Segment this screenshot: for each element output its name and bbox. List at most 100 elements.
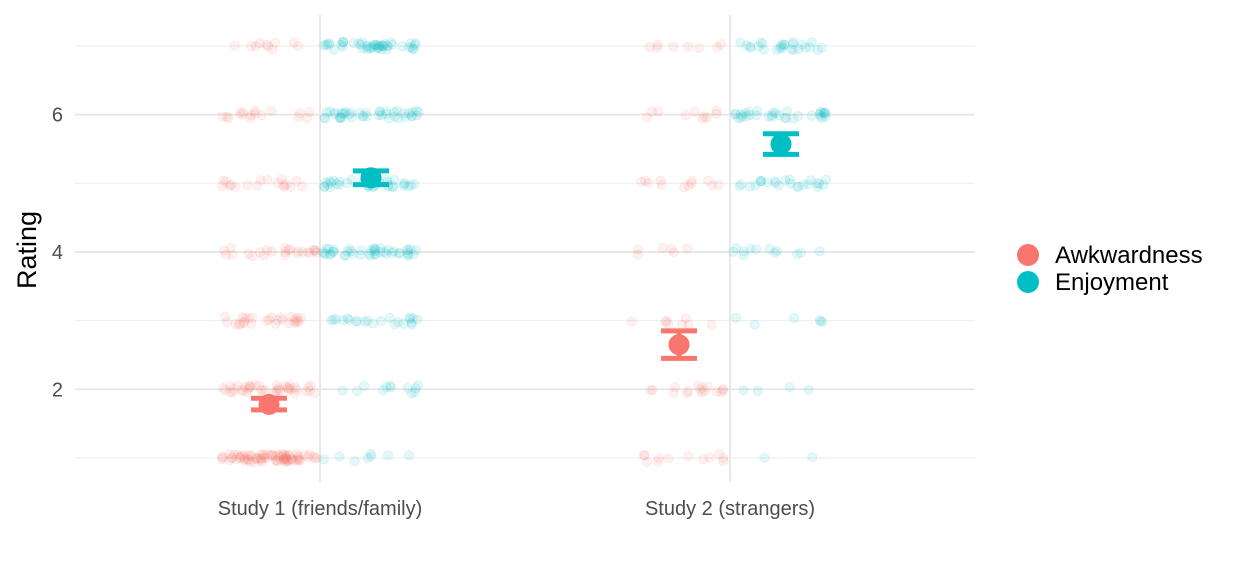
raw-point xyxy=(292,248,303,259)
raw-point xyxy=(250,108,261,119)
raw-point xyxy=(321,243,332,254)
raw-point xyxy=(226,179,237,190)
major-gridlines xyxy=(75,113,975,391)
raw-point xyxy=(362,41,373,52)
raw-point xyxy=(255,175,266,186)
raw-point xyxy=(217,111,228,122)
raw-point xyxy=(335,113,346,124)
raw-point xyxy=(638,450,649,461)
raw-point xyxy=(288,455,299,466)
raw-point xyxy=(730,312,741,323)
raw-point xyxy=(355,39,366,50)
raw-point xyxy=(816,113,827,124)
raw-point xyxy=(221,316,232,327)
raw-point xyxy=(654,453,665,464)
raw-point xyxy=(234,452,245,463)
raw-point xyxy=(706,319,717,330)
raw-point xyxy=(292,313,303,324)
raw-point xyxy=(730,109,741,120)
raw-point xyxy=(261,453,272,464)
raw-point xyxy=(246,41,257,52)
raw-point xyxy=(310,245,321,256)
raw-point xyxy=(358,111,369,122)
raw-point xyxy=(698,454,709,465)
raw-point xyxy=(249,456,260,467)
raw-point xyxy=(407,111,418,122)
raw-point xyxy=(408,44,419,55)
raw-point xyxy=(311,247,322,258)
raw-point xyxy=(304,107,315,118)
raw-point xyxy=(657,242,668,253)
legend-key xyxy=(1017,271,1039,293)
raw-point xyxy=(261,245,272,256)
raw-point xyxy=(254,380,265,391)
raw-point xyxy=(233,319,244,330)
raw-point xyxy=(220,249,231,260)
raw-point xyxy=(245,110,256,121)
raw-point xyxy=(292,317,303,328)
raw-point xyxy=(328,175,339,186)
raw-point xyxy=(714,449,725,460)
raw-point xyxy=(385,382,396,393)
raw-point xyxy=(219,245,230,256)
raw-point xyxy=(767,112,778,123)
raw-point xyxy=(274,451,285,462)
raw-point xyxy=(276,174,287,185)
raw-point xyxy=(779,113,790,124)
raw-point xyxy=(793,44,804,55)
raw-point xyxy=(280,246,291,257)
raw-point xyxy=(402,244,413,255)
raw-point xyxy=(338,37,349,48)
raw-point xyxy=(218,175,229,186)
raw-point xyxy=(406,319,417,330)
raw-point xyxy=(238,450,249,461)
raw-point xyxy=(643,177,654,188)
raw-point xyxy=(322,179,333,190)
raw-point xyxy=(815,107,826,118)
raw-point xyxy=(753,41,764,52)
raw-point xyxy=(756,176,767,187)
raw-point xyxy=(388,246,399,257)
raw-point xyxy=(362,315,373,326)
raw-point xyxy=(344,314,355,325)
raw-point xyxy=(344,109,355,120)
raw-point xyxy=(365,448,376,459)
raw-point xyxy=(230,181,241,192)
raw-point xyxy=(243,454,254,465)
raw-point xyxy=(398,108,409,119)
raw-point xyxy=(788,45,799,56)
raw-point xyxy=(225,242,236,253)
raw-point xyxy=(731,243,742,254)
raw-point xyxy=(806,37,817,48)
raw-point xyxy=(683,386,694,397)
raw-point xyxy=(704,452,715,463)
raw-point xyxy=(258,250,269,261)
raw-point xyxy=(266,246,277,257)
raw-point xyxy=(739,246,750,257)
raw-point xyxy=(744,181,755,192)
raw-point xyxy=(292,454,303,465)
raw-point xyxy=(686,175,697,186)
raw-point xyxy=(334,176,345,187)
raw-point xyxy=(372,43,383,54)
raw-point xyxy=(817,316,828,327)
raw-point xyxy=(281,178,292,189)
raw-point xyxy=(242,180,253,191)
raw-point xyxy=(718,456,729,467)
raw-point xyxy=(788,37,799,48)
raw-point xyxy=(254,247,265,258)
raw-point xyxy=(252,180,263,191)
raw-point xyxy=(771,44,782,55)
raw-point xyxy=(322,38,333,49)
raw-point xyxy=(239,316,250,327)
raw-point xyxy=(381,106,392,117)
raw-point xyxy=(776,41,787,52)
raw-point xyxy=(655,175,666,186)
raw-point xyxy=(804,42,815,53)
raw-point xyxy=(763,111,774,122)
raw-point xyxy=(762,177,773,188)
raw-point xyxy=(228,384,239,395)
raw-point xyxy=(293,453,304,464)
raw-point xyxy=(293,112,304,123)
